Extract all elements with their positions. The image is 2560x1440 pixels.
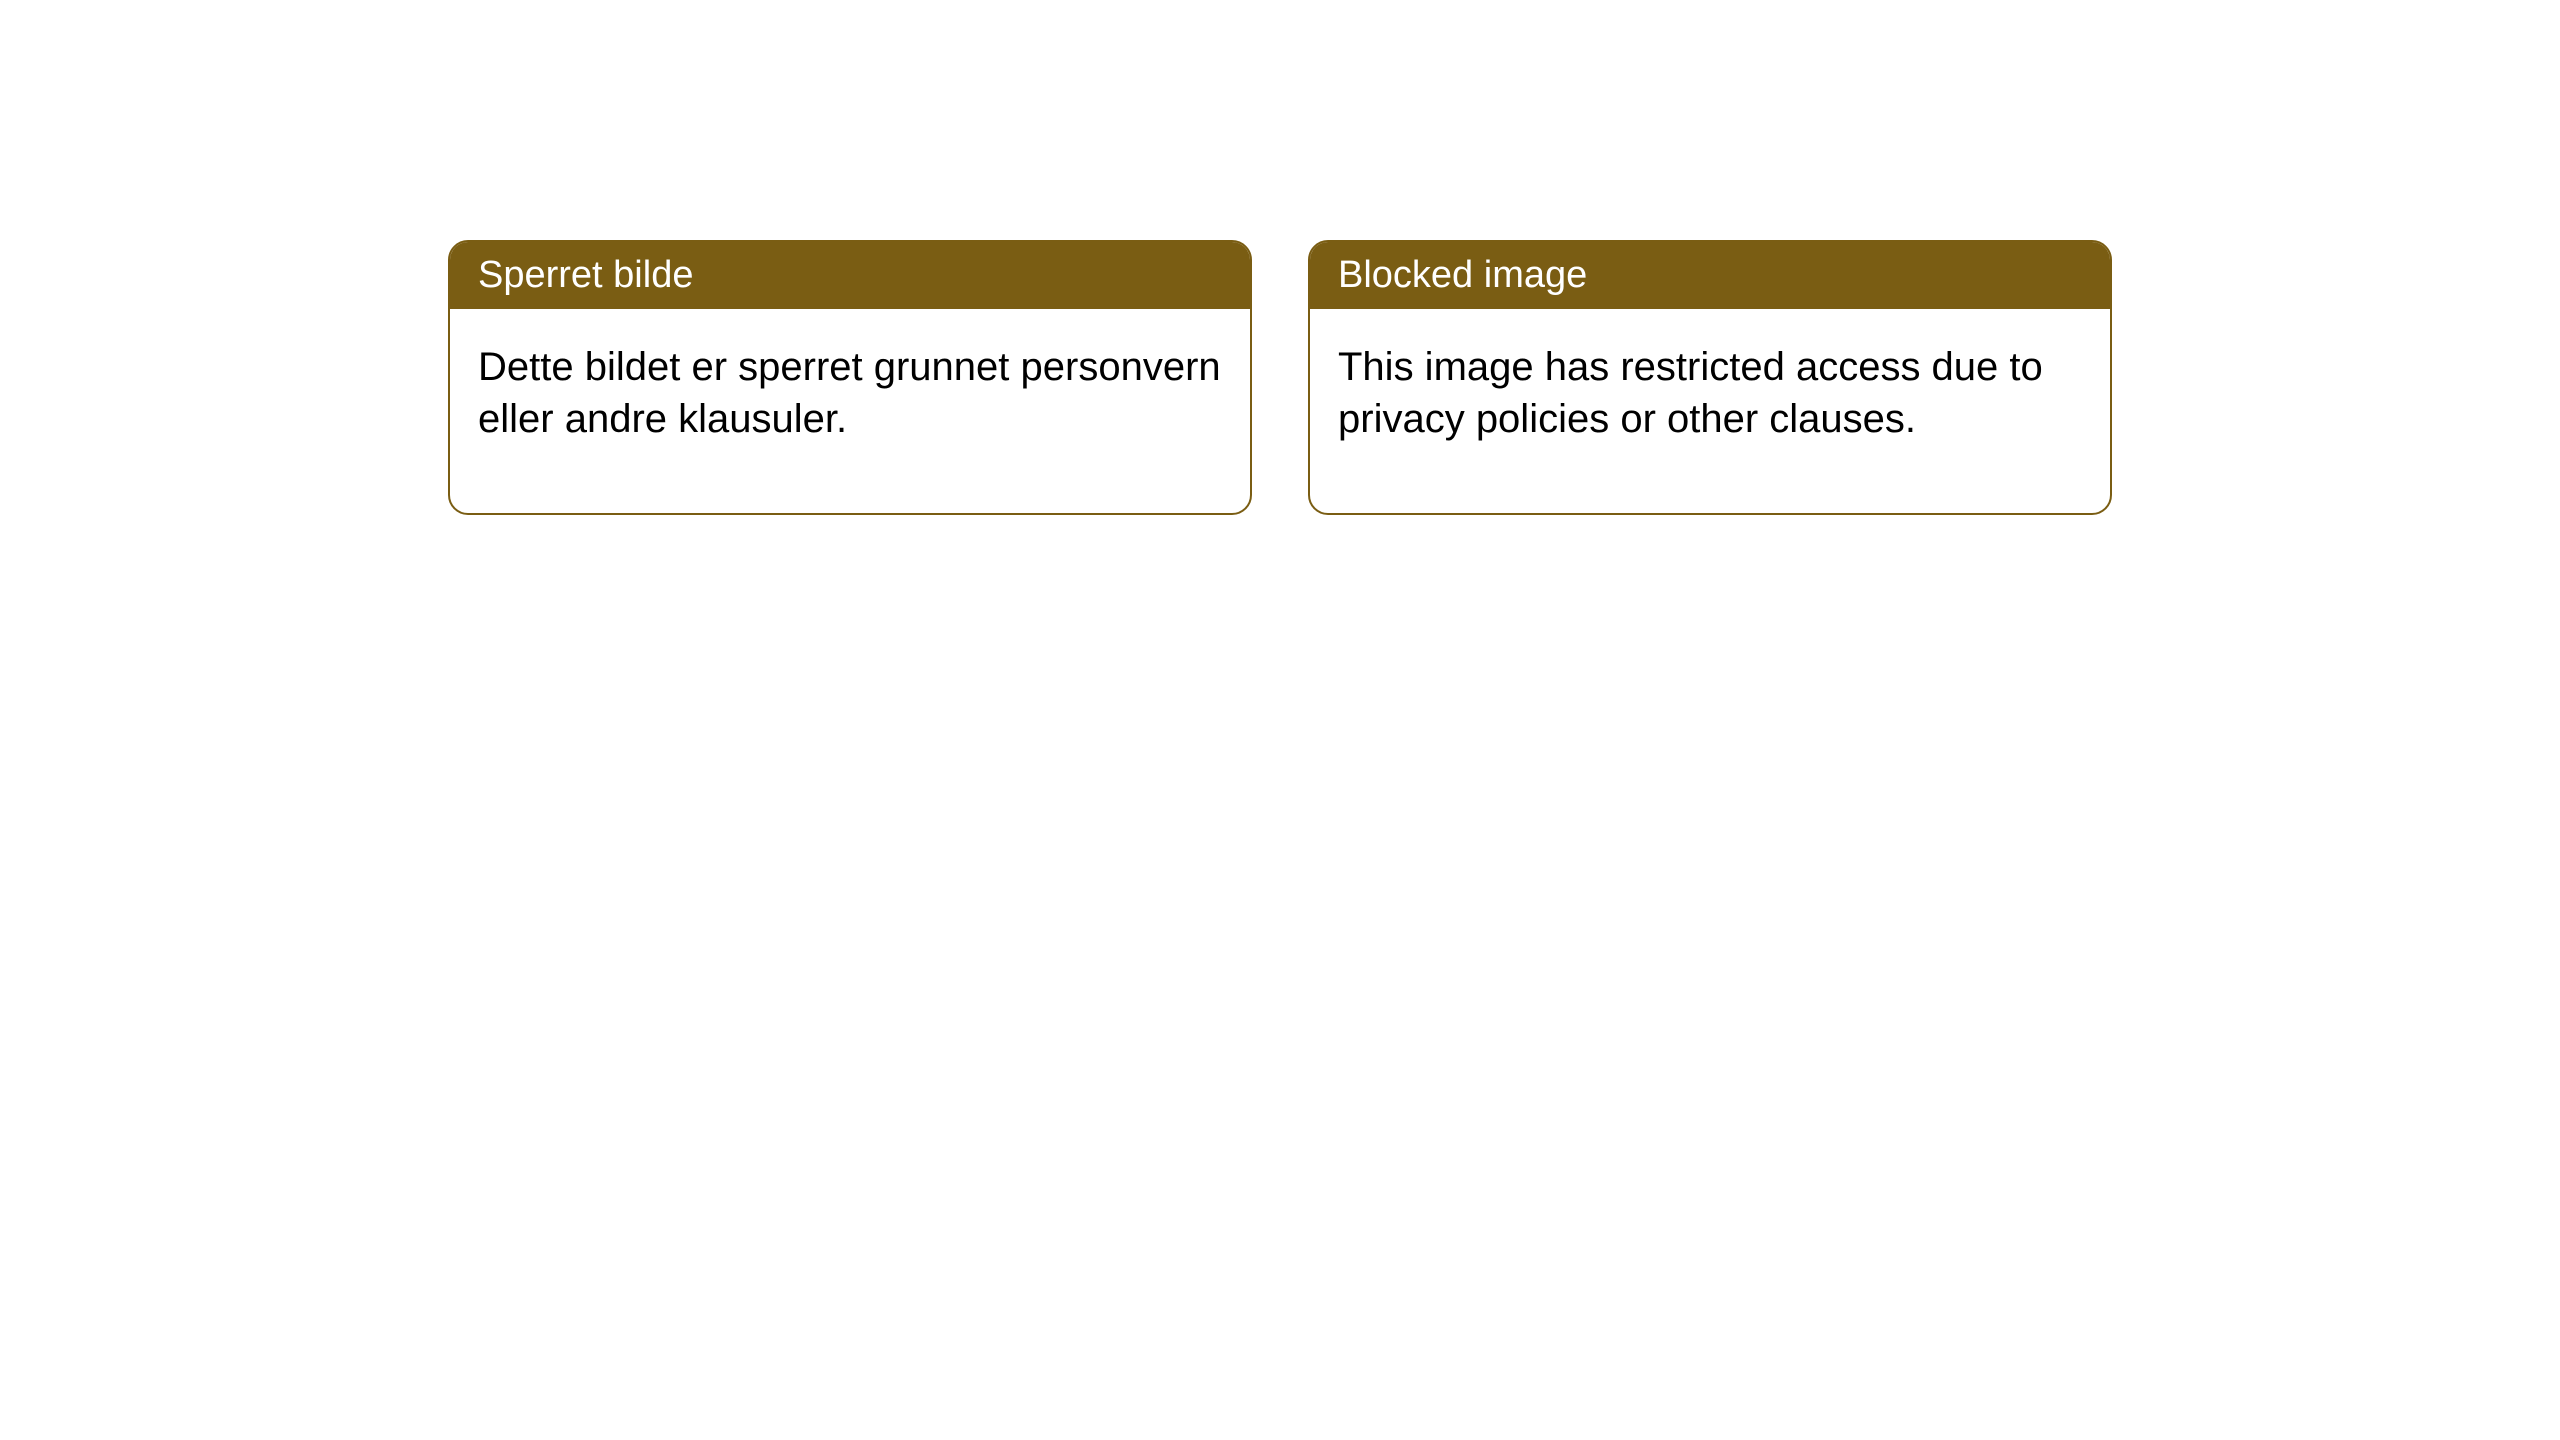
notice-body-no: Dette bildet er sperret grunnet personve… <box>450 309 1250 513</box>
notice-title-en: Blocked image <box>1338 254 1587 296</box>
notice-title-no: Sperret bilde <box>478 254 693 296</box>
notice-header-no: Sperret bilde <box>450 242 1250 309</box>
notice-container: Sperret bilde Dette bildet er sperret gr… <box>448 240 2112 515</box>
notice-header-en: Blocked image <box>1310 242 2110 309</box>
notice-text-en: This image has restricted access due to … <box>1338 345 2043 441</box>
notice-card-en: Blocked image This image has restricted … <box>1308 240 2112 515</box>
notice-card-no: Sperret bilde Dette bildet er sperret gr… <box>448 240 1252 515</box>
notice-body-en: This image has restricted access due to … <box>1310 309 2110 513</box>
notice-text-no: Dette bildet er sperret grunnet personve… <box>478 345 1221 441</box>
